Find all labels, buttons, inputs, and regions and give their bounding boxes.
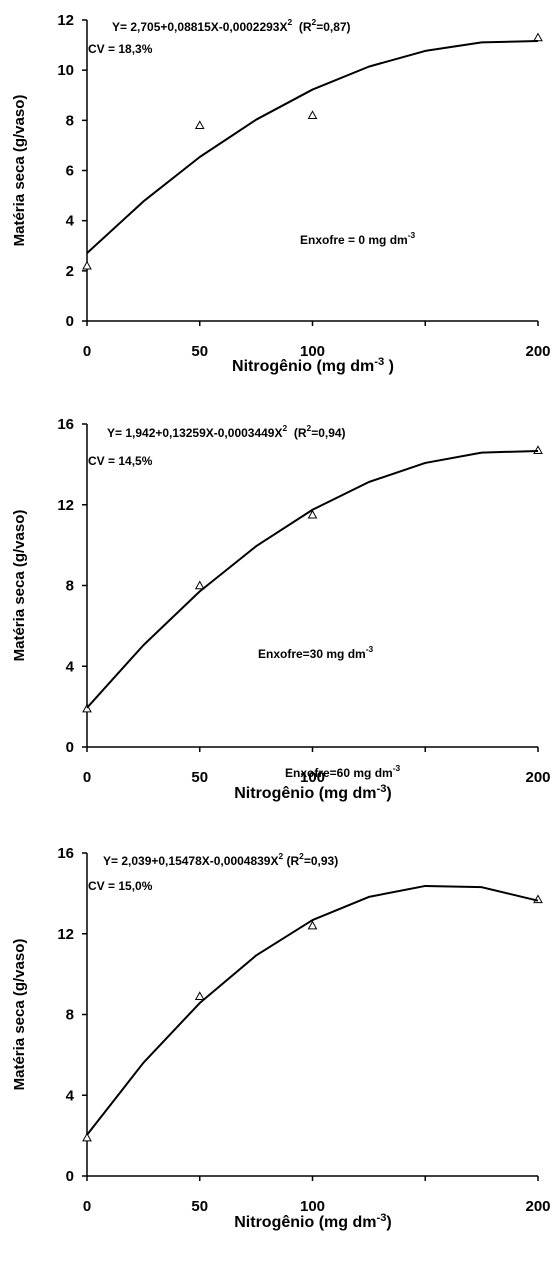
equation-part: =0,87) bbox=[316, 20, 350, 34]
y-axis-label: Matéria seca (g/vaso) bbox=[11, 510, 28, 662]
fitted-curve bbox=[86, 884, 539, 1136]
y-tick-label: 16 bbox=[57, 845, 74, 862]
annotation: Enxofre = 0 mg dm-3 bbox=[300, 230, 415, 247]
equation-part: =0,94) bbox=[311, 426, 345, 440]
equation-part: =0,93) bbox=[304, 854, 338, 868]
y-tick-label: 4 bbox=[66, 213, 75, 230]
x-tick-label: 0 bbox=[83, 343, 91, 360]
equation-part: 2 bbox=[312, 17, 317, 27]
cv-label: CV = 18,3% bbox=[88, 42, 153, 56]
y-tick-label: 4 bbox=[66, 1087, 75, 1104]
x-axis-label-part: Nitrogênio (mg dm bbox=[234, 1214, 376, 1231]
annotation: Enxofre=30 mg dm-3 bbox=[258, 644, 373, 661]
data-point bbox=[82, 703, 92, 713]
x-tick-label: 100 bbox=[300, 343, 325, 360]
y-tick-label: 0 bbox=[66, 313, 74, 330]
annotation-part: Enxofre = 0 mg dm bbox=[300, 233, 408, 247]
data-point bbox=[533, 445, 543, 454]
data-point bbox=[82, 1132, 92, 1142]
cv-label: CV = 15,0% bbox=[88, 879, 153, 893]
annotation-part: -3 bbox=[393, 763, 401, 773]
x-tick-label: 200 bbox=[525, 1198, 550, 1215]
equation-part: 2 bbox=[288, 17, 293, 27]
equation-part: 2 bbox=[283, 423, 288, 433]
x-axis-label: Nitrogênio (mg dm-3) bbox=[234, 1212, 392, 1231]
y-tick-label: 0 bbox=[66, 739, 74, 756]
x-axis-label-part: Nitrogênio (mg dm bbox=[234, 785, 376, 802]
data-point bbox=[194, 580, 205, 590]
x-axis-label-part: ) bbox=[386, 785, 391, 802]
y-tick-label: 2 bbox=[66, 263, 74, 280]
equation-part: (R bbox=[287, 426, 307, 440]
equation-part: 2 bbox=[299, 851, 304, 861]
x-axis-label: Nitrogênio (mg dm-3) bbox=[234, 783, 392, 802]
y-tick-label: 6 bbox=[66, 163, 74, 180]
x-tick-label: 100 bbox=[300, 1198, 325, 1215]
y-tick-label: 16 bbox=[57, 416, 74, 433]
y-tick-label: 12 bbox=[57, 497, 74, 514]
x-tick-label: 0 bbox=[83, 769, 91, 786]
equation-part: 2 bbox=[307, 423, 312, 433]
y-tick-label: 8 bbox=[66, 1007, 74, 1024]
data-point bbox=[82, 260, 92, 270]
y-tick-label: 8 bbox=[66, 578, 74, 595]
equation-part: Y= 2,039+0,15478X-0,0004839X bbox=[103, 854, 279, 868]
data-point bbox=[194, 991, 205, 1001]
x-tick-label: 50 bbox=[191, 343, 208, 360]
x-tick-label: 100 bbox=[300, 769, 325, 786]
equation: Y= 2,039+0,15478X-0,0004839X2 (R2=0,93) bbox=[103, 851, 338, 868]
y-tick-label: 4 bbox=[66, 658, 75, 675]
x-axis-label-part: Nitrogênio (mg dm bbox=[232, 358, 374, 375]
x-tick-label: 200 bbox=[525, 343, 550, 360]
x-axis-label-part: ) bbox=[384, 358, 394, 375]
x-axis-label-part: -3 bbox=[376, 1212, 386, 1224]
y-tick-label: 12 bbox=[57, 926, 74, 943]
x-axis-label: Nitrogênio (mg dm-3 ) bbox=[232, 356, 394, 375]
cv-label: CV = 14,5% bbox=[88, 454, 153, 468]
annotation: Enxofre=60 mg dm-3 bbox=[285, 763, 400, 780]
data-point bbox=[194, 120, 205, 130]
annotation-part: -3 bbox=[408, 230, 416, 240]
data-point bbox=[533, 32, 543, 42]
fitted-curve bbox=[86, 39, 539, 254]
annotation-part: -3 bbox=[366, 644, 374, 654]
equation-part: (R bbox=[292, 20, 312, 34]
y-tick-label: 8 bbox=[66, 112, 74, 129]
y-axis-label: Matéria seca (g/vaso) bbox=[11, 939, 28, 1091]
x-axis-label-part: ) bbox=[386, 1214, 391, 1231]
y-tick-label: 10 bbox=[57, 62, 74, 79]
data-point bbox=[307, 110, 318, 120]
x-tick-label: 50 bbox=[191, 769, 208, 786]
y-tick-label: 0 bbox=[66, 1168, 74, 1185]
x-tick-label: 50 bbox=[191, 1198, 208, 1215]
annotation-part: Enxofre=30 mg dm bbox=[258, 647, 366, 661]
data-point bbox=[307, 920, 318, 930]
x-axis-label-part: -3 bbox=[376, 783, 386, 795]
y-axis-label: Matéria seca (g/vaso) bbox=[11, 95, 28, 247]
x-tick-label: 200 bbox=[525, 769, 550, 786]
equation: Y= 2,705+0,08815X-0,0002293X2 (R2=0,87) bbox=[112, 17, 351, 34]
equation-part: 2 bbox=[279, 851, 284, 861]
y-tick-label: 12 bbox=[57, 12, 74, 29]
equation-part: (R bbox=[283, 854, 299, 868]
equation: Y= 1,942+0,13259X-0,0003449X2 (R2=0,94) bbox=[107, 423, 346, 440]
equation-part: Y= 2,705+0,08815X-0,0002293X bbox=[112, 20, 288, 34]
fitted-curve bbox=[86, 449, 539, 709]
equation-part: Y= 1,942+0,13259X-0,0003449X bbox=[107, 426, 283, 440]
data-point bbox=[307, 509, 318, 519]
annotation-part: Enxofre=60 mg dm bbox=[285, 766, 393, 780]
x-tick-label: 0 bbox=[83, 1198, 91, 1215]
x-axis-label-part: -3 bbox=[374, 356, 384, 368]
